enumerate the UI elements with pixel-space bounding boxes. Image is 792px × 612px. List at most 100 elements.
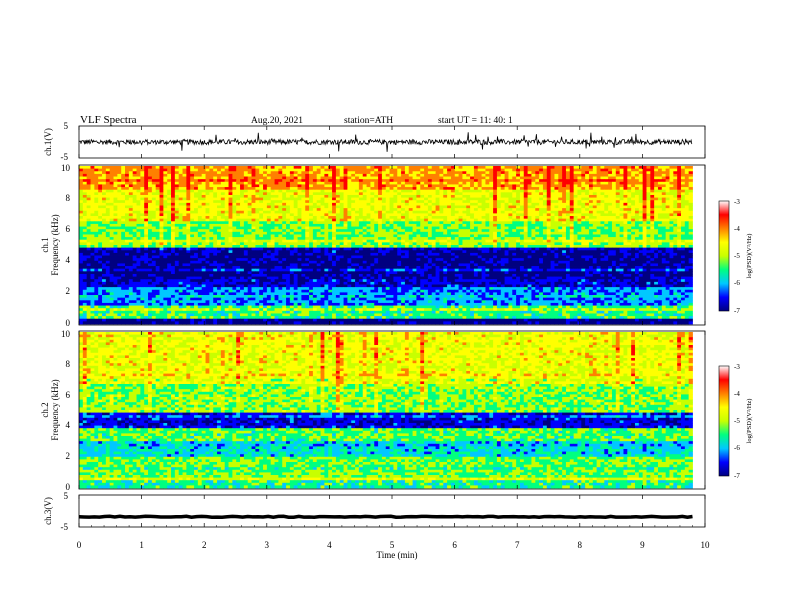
spectrogram-cell xyxy=(658,200,662,203)
spectrogram-cell xyxy=(428,224,432,227)
spectrogram-cell xyxy=(102,177,106,180)
spectrogram-cell xyxy=(209,195,213,198)
spectrogram-cell xyxy=(677,213,681,216)
spectrogram-cell xyxy=(397,206,401,209)
spectrogram-cell xyxy=(137,211,141,214)
spectrogram-cell xyxy=(512,171,516,174)
spectrogram-cell xyxy=(520,171,524,174)
spectrogram-cell xyxy=(577,208,581,211)
spectrogram-cell xyxy=(94,219,98,222)
spectrogram-cell xyxy=(512,179,516,182)
spectrogram-cell xyxy=(505,237,509,240)
spectrogram-cell xyxy=(148,171,152,174)
spectrogram-cell xyxy=(646,192,650,195)
spectrogram-cell xyxy=(658,179,662,182)
spectrogram-cell xyxy=(198,237,202,240)
spectrogram-cell xyxy=(282,174,286,177)
spectrogram-cell xyxy=(240,229,244,232)
spectrogram-cell xyxy=(413,211,417,214)
spectrogram-cell xyxy=(643,242,647,245)
spectrogram-cell xyxy=(654,211,658,214)
spectrogram-cell xyxy=(156,237,160,240)
spectrogram-cell xyxy=(482,211,486,214)
spectrogram-cell xyxy=(244,242,248,245)
spectrogram-cell xyxy=(217,195,221,198)
spectrogram-cell xyxy=(263,216,267,219)
spectrogram-cell xyxy=(566,184,570,187)
spectrogram-cell xyxy=(677,182,681,185)
spectrogram-cell xyxy=(278,187,282,190)
spectrogram-cell xyxy=(489,240,493,243)
spectrogram-cell xyxy=(643,237,647,240)
spectrogram-cell xyxy=(229,192,233,195)
spectrogram-cell xyxy=(336,190,340,193)
spectrogram-cell xyxy=(639,219,643,222)
spectrogram-cell xyxy=(140,169,144,172)
spectrogram-cell xyxy=(620,229,624,232)
spectrogram-cell xyxy=(374,237,378,240)
spectrogram-cell xyxy=(359,187,363,190)
spectrogram-cell xyxy=(91,195,95,198)
spectrogram-cell xyxy=(620,184,624,187)
spectrogram-cell xyxy=(370,169,374,172)
spectrogram-cell xyxy=(528,177,532,180)
spectrogram-cell xyxy=(286,208,290,211)
spectrogram-cell xyxy=(140,248,144,251)
spectrogram-cell xyxy=(462,206,466,209)
spectrogram-cell xyxy=(478,216,482,219)
spectrogram-cell xyxy=(190,190,194,193)
spectrogram-cell xyxy=(443,229,447,232)
spectrogram-cell xyxy=(382,179,386,182)
spectrogram-cell xyxy=(286,221,290,224)
spectrogram-cell xyxy=(654,195,658,198)
spectrogram-cell xyxy=(110,169,114,172)
spectrogram-cell xyxy=(225,208,229,211)
spectrogram-cell xyxy=(593,192,597,195)
spectrogram-cell xyxy=(378,232,382,235)
spectrogram-cell xyxy=(363,213,367,216)
spectrogram-cell xyxy=(512,192,516,195)
spectrogram-cell xyxy=(152,177,156,180)
spectrogram-cell xyxy=(501,174,505,177)
spectrogram-cell xyxy=(198,221,202,224)
spectrogram-cell xyxy=(554,213,558,216)
spectrogram-cell xyxy=(424,192,428,195)
spectrogram-cell xyxy=(152,245,156,248)
spectrogram-cell xyxy=(229,198,233,201)
spectrogram-cell xyxy=(106,166,110,169)
spectrogram-cell xyxy=(489,227,493,230)
spectrogram-cell xyxy=(489,224,493,227)
spectrogram-cell xyxy=(202,179,206,182)
spectrogram-cell xyxy=(455,182,459,185)
spectrogram-cell xyxy=(148,227,152,230)
spectrogram-cell xyxy=(654,232,658,235)
spectrogram-cell xyxy=(585,213,589,216)
spectrogram-cell xyxy=(259,203,263,206)
spectrogram-cell xyxy=(171,211,175,214)
spectrogram-cell xyxy=(209,221,213,224)
spectrogram-cell xyxy=(600,208,604,211)
spectrogram-cell xyxy=(604,182,608,185)
spectrogram-cell xyxy=(501,192,505,195)
spectrogram-cell xyxy=(627,174,631,177)
spectrogram-cell xyxy=(386,198,390,201)
spectrogram-cell xyxy=(528,174,532,177)
spectrogram-cell xyxy=(386,192,390,195)
spectrogram-cell xyxy=(531,190,535,193)
spectrogram-cell xyxy=(397,237,401,240)
spectrogram-cell xyxy=(110,187,114,190)
spectrogram-cell xyxy=(175,245,179,248)
spectrogram-cell xyxy=(558,234,562,237)
spectrogram-cell xyxy=(137,232,141,235)
spectrogram-cell xyxy=(616,208,620,211)
spectrogram-cell xyxy=(382,198,386,201)
spectrogram-cell xyxy=(374,219,378,222)
spectrogram-cell xyxy=(474,211,478,214)
spectrogram-cell xyxy=(512,221,516,224)
spectrogram-cell xyxy=(278,171,282,174)
spectrogram-cell xyxy=(114,174,118,177)
spectrogram-cell xyxy=(436,211,440,214)
spectrogram-cell xyxy=(87,229,91,232)
spectrogram-cell xyxy=(206,216,210,219)
spectrogram-cell xyxy=(271,232,275,235)
